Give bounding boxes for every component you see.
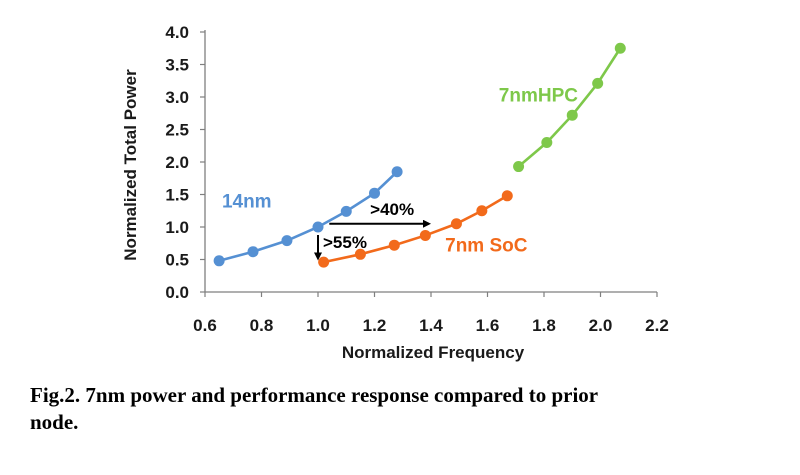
chart-svg: 0.0 0.5 1.0 1.5 2.0 2.5 3.0 3.5 4.0 0.6 0.8 1.0 1.2 1… (121, 23, 669, 362)
x-tick-label: 1.8 (532, 316, 556, 335)
series-lines (218, 47, 622, 264)
y-tick-label: 2.5 (165, 121, 189, 140)
data-point-14nm (247, 246, 259, 258)
data-point-7nm-soc (388, 239, 400, 251)
y-tick-label: 3.5 (165, 56, 189, 75)
y-axis-title: Normalized Total Power (121, 69, 140, 261)
series-points (213, 42, 626, 268)
data-point-7nm-soc (476, 205, 488, 217)
x-axis-title: Normalized Frequency (342, 343, 525, 362)
data-point-14nm (391, 166, 403, 178)
series-labels: 14nm 7nm SoC 7nmHPC (222, 86, 578, 257)
y-tick-label: 0.0 (165, 283, 189, 302)
y-tick-label: 3.0 (165, 88, 189, 107)
data-point-7nmhpc (513, 161, 525, 173)
y-tick-label: 4.0 (165, 23, 189, 42)
x-tick-label: 1.2 (363, 316, 387, 335)
y-tick-label: 0.5 (165, 251, 189, 270)
series-label-7nm-soc: 7nm SoC (445, 236, 528, 257)
data-point-7nmhpc (566, 109, 578, 121)
caption-line-1: Fig.2. 7nm power and performance respons… (30, 383, 599, 407)
y-tick-label: 1.5 (165, 186, 189, 205)
x-tick-label: 1.4 (419, 316, 443, 335)
x-tick-label: 2.2 (645, 316, 669, 335)
x-tick-label: 2.0 (589, 316, 613, 335)
y-tick-label: 2.0 (165, 153, 189, 172)
x-tick-label: 1.6 (476, 316, 500, 335)
x-tick-label: 1.0 (306, 316, 330, 335)
annotation-label-power-reduction: >55% (323, 233, 367, 252)
data-point-7nmhpc (592, 77, 604, 89)
data-point-7nmhpc (541, 137, 553, 148)
series-label-14nm: 14nm (222, 192, 272, 213)
data-point-14nm (213, 255, 225, 267)
x-tick-label: 0.6 (193, 316, 217, 335)
data-point-7nmhpc (614, 42, 626, 54)
data-point-14nm (340, 205, 352, 217)
series-label-7nmhpc: 7nmHPC (499, 86, 578, 107)
figure-caption: Fig.2. 7nm power and performance respons… (30, 382, 770, 436)
data-point-7nm-soc (354, 248, 366, 260)
data-point-14nm (281, 235, 293, 247)
chart: 0.0 0.5 1.0 1.5 2.0 2.5 3.0 3.5 4.0 0.6 0.8 1.0 1.2 1… (121, 23, 669, 362)
axes: 0.0 0.5 1.0 1.5 2.0 2.5 3.0 3.5 4.0 0.6 0.8 1.0 1.2 1… (121, 23, 669, 362)
y-tick-label: 1.0 (165, 218, 189, 237)
caption-line-2: node. (30, 410, 79, 434)
data-point-7nm-soc (501, 190, 513, 202)
data-point-7nm-soc (450, 218, 462, 230)
series-line-7nmhpc (517, 47, 622, 168)
data-point-14nm (312, 221, 324, 233)
data-point-7nm-soc (419, 229, 431, 241)
data-point-7nm-soc (318, 256, 330, 268)
data-point-14nm (369, 187, 380, 199)
annotations: >40%>55% (314, 200, 431, 261)
annotation-label-frequency-gain: >40% (370, 200, 414, 219)
x-tick-label: 0.8 (250, 316, 274, 335)
